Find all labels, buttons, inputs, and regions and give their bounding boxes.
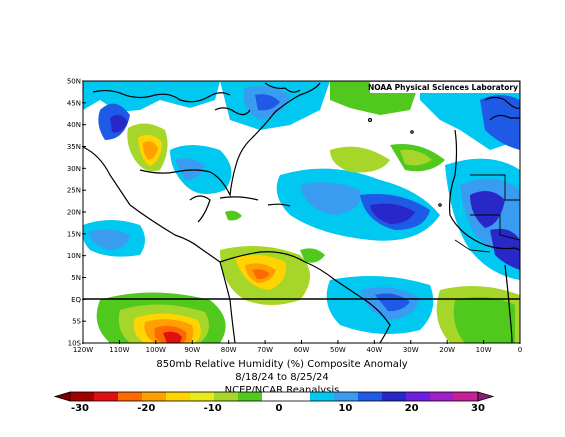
colorbar-swatch	[406, 392, 431, 401]
colorbar-swatch	[310, 392, 335, 401]
lon-tick-label: 120W	[73, 346, 93, 354]
colorbar-swatch	[454, 392, 479, 401]
lat-tick-label: 10N	[67, 252, 81, 260]
colorbar-label: -10	[204, 403, 222, 414]
colorbar-swatch	[70, 392, 95, 401]
colorbar-swatch	[286, 392, 311, 401]
lon-tick-label: 90W	[184, 346, 200, 354]
colorbar-label: 30	[471, 403, 485, 414]
lat-tick-label: 10S	[68, 340, 82, 348]
lat-tick-label: 20N	[67, 209, 81, 217]
colorbar-swatch	[94, 392, 119, 401]
title-line-2: 8/18/24 to 8/25/24	[235, 372, 329, 383]
lon-tick-label: 30W	[403, 346, 419, 354]
lat-tick-label: EQ	[71, 296, 81, 304]
colorbar-swatch	[430, 392, 455, 401]
lon-tick-label: 40W	[366, 346, 382, 354]
title-line-1: 850mb Relative Humidity (%) Composite An…	[156, 359, 407, 370]
lat-tick-label: 30N	[67, 165, 81, 173]
lat-tick-label: 15N	[67, 230, 81, 238]
colorbar-label: 10	[338, 403, 352, 414]
colorbar-outline	[69, 391, 479, 402]
colorbar-swatch	[382, 392, 407, 401]
lat-tick-label: 45N	[67, 99, 81, 107]
colorbar-label: -30	[71, 403, 89, 414]
credit-background	[370, 82, 519, 93]
lat-tick-label: 50N	[67, 78, 81, 86]
title-line-3: NCEP/NCAR Reanalysis	[225, 385, 340, 396]
colorbar-swatch	[262, 392, 287, 401]
longitude-axis: 120W 110W 100W 90W 80W 70W 60W 50W 40W 30W 20W 10W 0	[73, 340, 522, 354]
colorbar-labels: -30 -20 -10 0 10 20 30	[71, 403, 485, 414]
colorbar-min-arrow	[53, 391, 71, 402]
colorbar-label: -20	[137, 403, 155, 414]
map-plot-area	[83, 81, 520, 343]
lon-tick-label: 20W	[439, 346, 455, 354]
lon-tick-label: 60W	[294, 346, 310, 354]
coastlines	[83, 82, 520, 343]
colorbar-label: 20	[405, 403, 419, 414]
colorbar-max-arrow	[477, 391, 495, 402]
colorbar-swatch	[238, 392, 263, 401]
lat-tick-label: 25N	[67, 187, 81, 195]
colorbar-swatch	[358, 392, 383, 401]
colorbar-swatch	[190, 392, 215, 401]
credit-label: NOAA Physical Sciences Laboratory	[368, 83, 518, 92]
lon-tick-label: 70W	[257, 346, 273, 354]
colorbar-swatch	[118, 392, 143, 401]
lon-tick-label: 50W	[330, 346, 346, 354]
colorbar-swatch	[142, 392, 167, 401]
latitude-axis: 50N 45N 40N 35N 30N 25N 20N 15N 10N 5N EQ 5S 10S	[67, 78, 86, 348]
lon-tick-label: 110W	[109, 346, 129, 354]
colorbar-swatch	[214, 392, 239, 401]
lat-tick-label: 5S	[72, 318, 81, 326]
colorbar-swatch	[166, 392, 191, 401]
lon-tick-label: 100W	[146, 346, 166, 354]
colorbar-swatch	[334, 392, 359, 401]
lat-tick-label: 35N	[67, 143, 81, 151]
lon-tick-label: 80W	[221, 346, 237, 354]
colorbar-label: 0	[276, 403, 283, 414]
lat-tick-label: 40N	[67, 121, 81, 129]
lat-tick-label: 5N	[71, 274, 81, 282]
lon-tick-label: 0	[518, 346, 522, 354]
colorbar	[53, 391, 495, 402]
lon-tick-label: 10W	[476, 346, 492, 354]
